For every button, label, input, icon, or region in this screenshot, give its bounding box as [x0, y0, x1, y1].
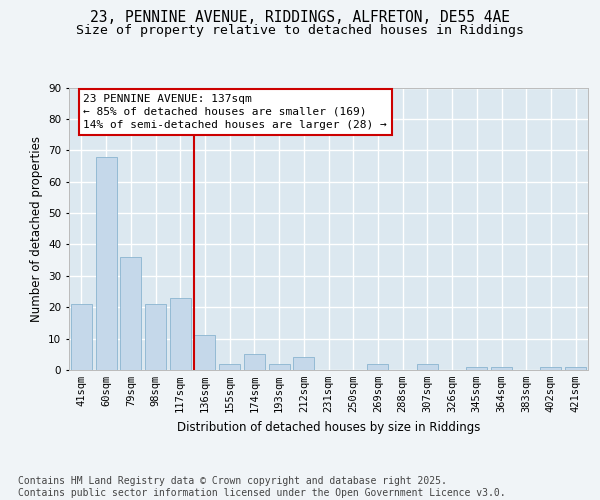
Y-axis label: Number of detached properties: Number of detached properties	[29, 136, 43, 322]
Bar	[466, 367, 487, 370]
Bar	[491, 367, 512, 370]
Bar	[145, 304, 166, 370]
Text: Size of property relative to detached houses in Riddings: Size of property relative to detached ho…	[76, 24, 524, 37]
Bar	[170, 298, 191, 370]
Bar	[120, 257, 141, 370]
Bar	[71, 304, 92, 370]
X-axis label: Distribution of detached houses by size in Riddings: Distribution of detached houses by size …	[177, 420, 480, 434]
Bar	[269, 364, 290, 370]
Bar	[244, 354, 265, 370]
Bar	[95, 156, 116, 370]
Text: 23 PENNINE AVENUE: 137sqm
← 85% of detached houses are smaller (169)
14% of semi: 23 PENNINE AVENUE: 137sqm ← 85% of detac…	[83, 94, 387, 130]
Bar	[367, 364, 388, 370]
Text: 23, PENNINE AVENUE, RIDDINGS, ALFRETON, DE55 4AE: 23, PENNINE AVENUE, RIDDINGS, ALFRETON, …	[90, 10, 510, 25]
Bar	[417, 364, 438, 370]
Bar	[565, 367, 586, 370]
Text: Contains HM Land Registry data © Crown copyright and database right 2025.
Contai: Contains HM Land Registry data © Crown c…	[18, 476, 506, 498]
Bar	[541, 367, 562, 370]
Bar	[219, 364, 240, 370]
Bar	[194, 336, 215, 370]
Bar	[293, 358, 314, 370]
